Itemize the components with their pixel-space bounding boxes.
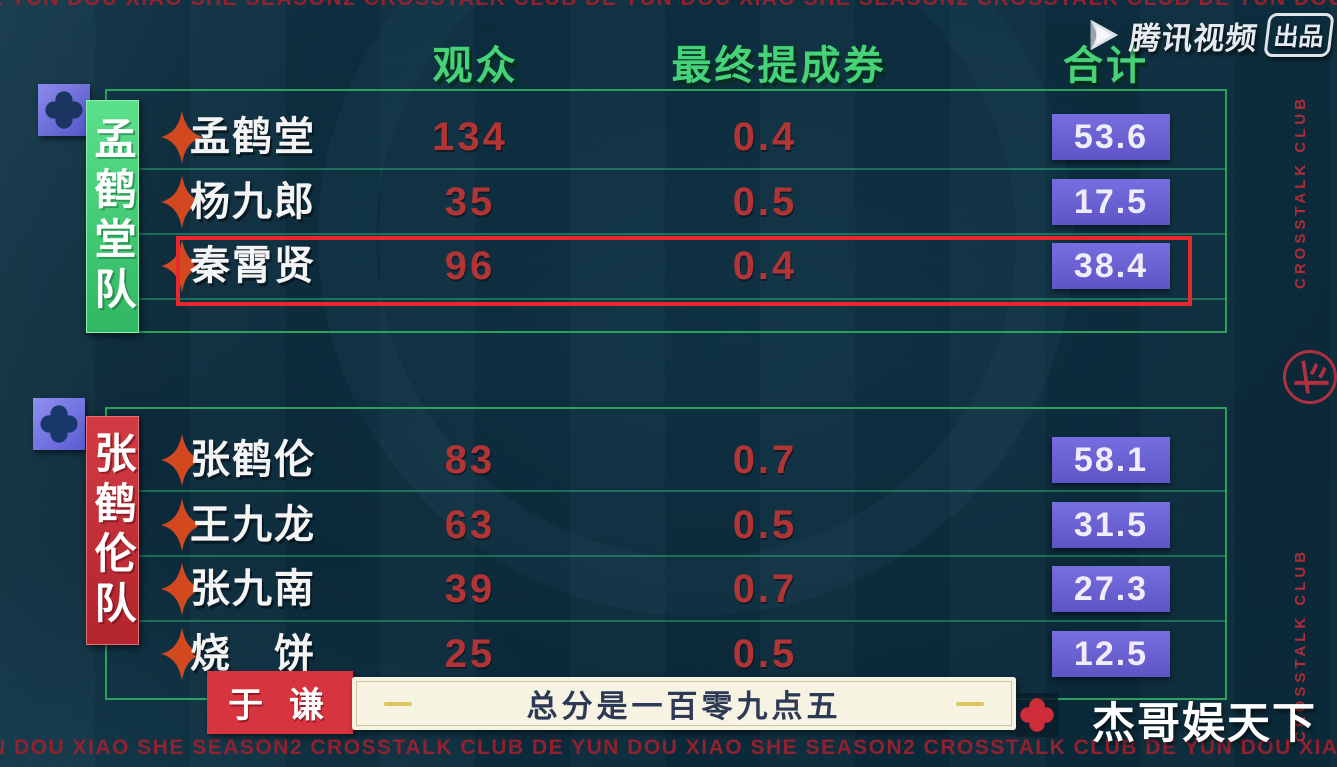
commission-score: 0.4 xyxy=(732,244,798,288)
caption-text: 总分是一百零九点五 xyxy=(526,689,842,724)
table-row: 烧 饼 25 0.5 12.5 xyxy=(105,621,1227,687)
total-score-badge: 31.5 xyxy=(1052,502,1170,548)
total-score-badge: 53.6 xyxy=(1052,114,1170,160)
clover-icon xyxy=(40,405,78,443)
audience-score: 25 xyxy=(444,632,496,676)
seal-icon: 斗 xyxy=(1283,350,1337,404)
diamond-bullet-icon xyxy=(161,110,203,164)
player-name: 孟鹤堂 xyxy=(190,115,316,159)
commission-score: 0.7 xyxy=(732,567,798,611)
channel-watermark: 杰哥娱天下 xyxy=(1092,700,1317,748)
caption-banner: 总分是一百零九点五 xyxy=(352,677,1016,730)
table-row: 杨九郎 35 0.5 17.5 xyxy=(105,169,1227,235)
row-separator xyxy=(130,168,1226,170)
column-header-commission: 最终提成券 xyxy=(671,44,887,88)
total-score-badge: 38.4 xyxy=(1052,243,1170,289)
clover-icon xyxy=(45,91,83,129)
player-name: 秦霄贤 xyxy=(190,244,316,288)
player-name: 张九南 xyxy=(190,567,316,611)
commission-score: 0.7 xyxy=(732,438,798,482)
commission-score: 0.5 xyxy=(732,180,798,224)
audience-score: 39 xyxy=(444,567,496,611)
commission-score: 0.5 xyxy=(732,632,798,676)
commission-score: 0.4 xyxy=(732,115,798,159)
tencent-video-logo: 腾讯视频 出品 xyxy=(1084,11,1335,59)
dash-ornament xyxy=(384,702,412,706)
total-score-badge: 12.5 xyxy=(1052,631,1170,677)
audience-score: 35 xyxy=(444,180,496,224)
column-header-audience: 观众 xyxy=(432,44,519,88)
total-score-badge: 17.5 xyxy=(1052,179,1170,225)
audience-score: 63 xyxy=(444,503,496,547)
caption-clover-frame xyxy=(1016,693,1058,737)
side-vertical-text-top: CROSSTALK CLUB xyxy=(1292,94,1309,290)
diamond-bullet-icon xyxy=(161,562,203,616)
diamond-bullet-icon xyxy=(161,433,203,487)
seal-glyph: 斗 xyxy=(1289,358,1331,396)
player-name: 烧 饼 xyxy=(190,632,316,676)
table-row: 秦霄贤 96 0.4 38.4 xyxy=(105,233,1227,299)
provider-suffix: 出品 xyxy=(1263,13,1335,57)
commission-score: 0.5 xyxy=(732,503,798,547)
red-clover-icon xyxy=(1020,698,1054,732)
team1-name: 孟鹤堂队 xyxy=(89,116,136,317)
diamond-bullet-icon xyxy=(161,239,203,293)
dash-ornament xyxy=(956,702,984,706)
team1-name-banner: 孟鹤堂队 xyxy=(86,100,139,333)
table-row: 张鹤伦 83 0.7 58.1 xyxy=(105,427,1227,493)
total-score-badge: 58.1 xyxy=(1052,437,1170,483)
team2-name: 张鹤伦队 xyxy=(89,430,136,631)
column-header-total: 合计 xyxy=(1063,44,1149,88)
total-score-badge: 27.3 xyxy=(1052,566,1170,612)
provider-name: 腾讯视频 xyxy=(1127,20,1260,56)
caption-speaker-badge: 于 谦 xyxy=(207,671,353,734)
audience-score: 134 xyxy=(432,115,508,159)
top-marquee-text: DE YUN DOU XIAO SHE SEASON2 CROSSTALK CL… xyxy=(0,0,1337,11)
highlighted-row-frame xyxy=(176,236,1192,306)
row-separator xyxy=(130,490,1226,492)
team1-badge xyxy=(38,84,90,136)
table-row: 王九龙 63 0.5 31.5 xyxy=(105,492,1227,558)
diamond-bullet-icon xyxy=(161,498,203,552)
player-name: 王九龙 xyxy=(190,503,316,547)
row-separator xyxy=(130,298,1226,300)
table-row: 张九南 39 0.7 27.3 xyxy=(105,556,1227,622)
table-row: 孟鹤堂 134 0.4 53.6 xyxy=(105,104,1227,170)
diamond-bullet-icon xyxy=(161,627,203,681)
team2-name-banner: 张鹤伦队 xyxy=(86,416,139,645)
bottom-marquee-text: N DOU XIAO SHE SEASON2 CROSSTALK CLUB DE… xyxy=(0,736,1337,759)
row-separator xyxy=(130,620,1226,622)
row-separator xyxy=(130,555,1226,557)
play-icon xyxy=(1090,19,1119,51)
diamond-bullet-icon xyxy=(161,175,203,229)
player-name: 杨九郎 xyxy=(190,180,316,224)
audience-score: 83 xyxy=(444,438,496,482)
team2-badge xyxy=(33,398,85,450)
player-name: 张鹤伦 xyxy=(190,438,316,482)
audience-score: 96 xyxy=(444,244,496,288)
row-separator xyxy=(130,233,1226,235)
